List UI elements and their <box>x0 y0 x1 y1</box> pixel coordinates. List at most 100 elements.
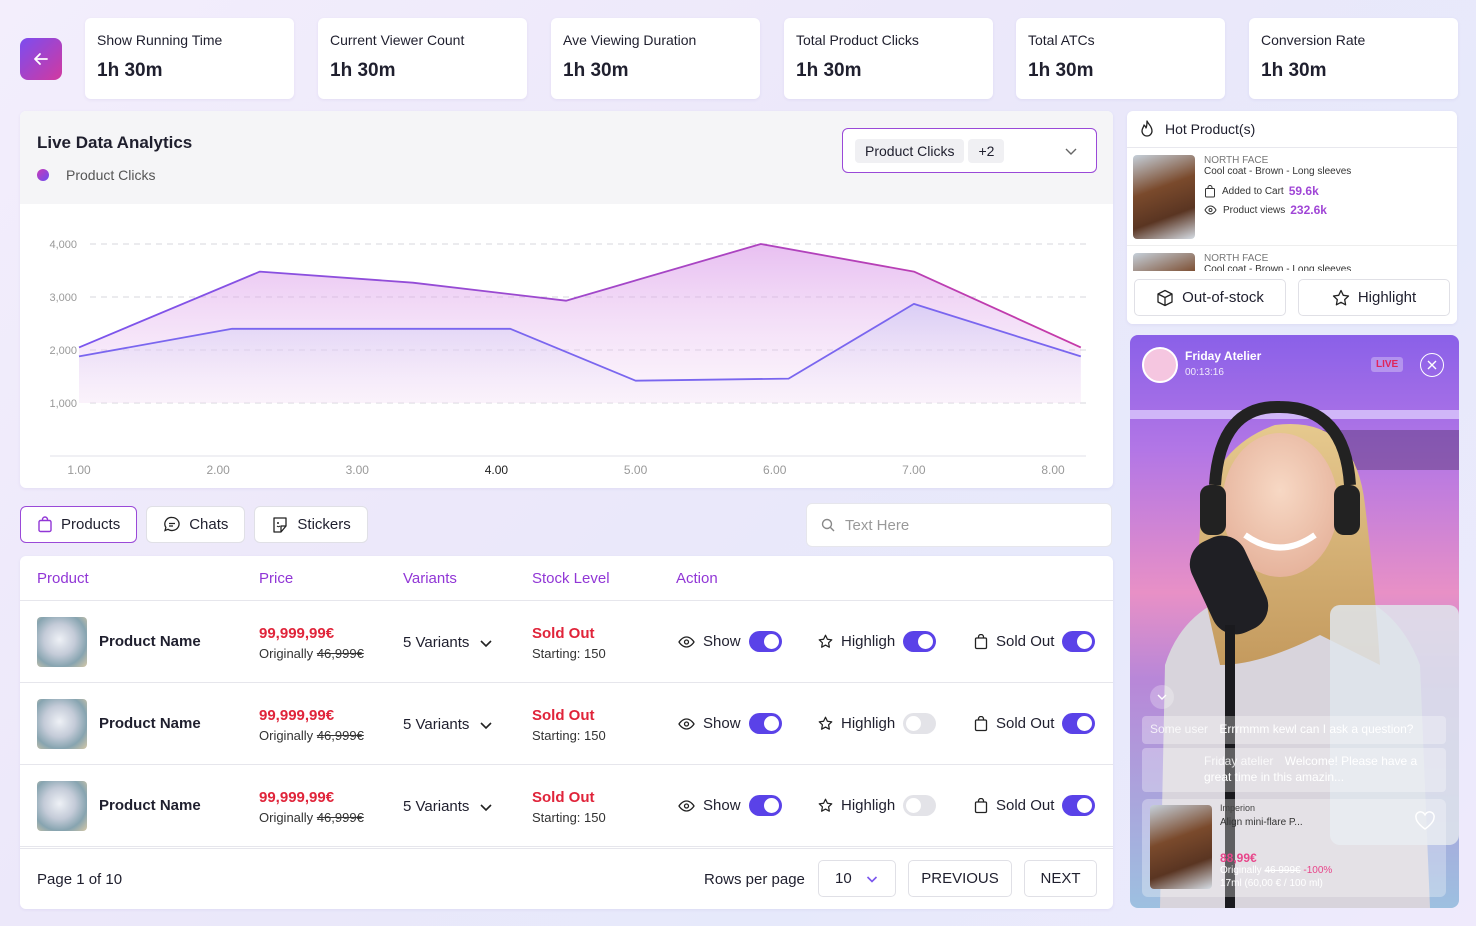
heart-icon[interactable] <box>1414 811 1436 831</box>
stat-card-total-product-clicks: Total Product Clicks 1h 30m <box>784 18 993 99</box>
product-views-label: Product views <box>1223 204 1286 216</box>
stat-label: Total ATCs <box>1028 32 1095 48</box>
highlight-toggle[interactable] <box>903 713 937 734</box>
content-tabs: Products Chats Stickers <box>20 506 368 543</box>
product-name: Product Name <box>99 715 201 732</box>
chevron-down-icon <box>866 875 877 883</box>
sold-out-action: Sold Out <box>974 631 1096 652</box>
tab-label: Chats <box>189 516 229 533</box>
variants-label: 5 Variants <box>403 634 470 651</box>
collapse-chat-button[interactable] <box>1150 685 1174 709</box>
tab-chats[interactable]: Chats <box>146 506 246 543</box>
chevron-down-icon <box>1157 694 1167 700</box>
bag-icon <box>974 715 988 731</box>
table-row: Product Name 99,999,99€ Originally 46,999€… <box>20 601 1113 683</box>
stat-card-total-atcs: Total ATCs 1h 30m <box>1016 18 1225 99</box>
original-price: Originally 46,999€ <box>259 810 364 825</box>
show-label: Show <box>703 797 741 814</box>
hot-products-header: Hot Product(s) <box>1127 111 1457 148</box>
analytics-title: Live Data Analytics <box>37 133 193 152</box>
chevron-down-icon <box>480 639 493 647</box>
product-name: Product Name <box>99 797 201 814</box>
tab-products[interactable]: Products <box>20 506 138 543</box>
show-toggle[interactable] <box>748 795 782 816</box>
table-header: Product Price Variants Stock Level Actio… <box>20 556 1113 601</box>
highlight-toggle[interactable] <box>903 795 937 816</box>
featured-product-card[interactable]: Imperion Align mini-flare P... 88,99€ Or… <box>1142 799 1446 897</box>
product-price: 99,999,99€ <box>259 707 335 724</box>
added-to-cart-value: 59.6k <box>1288 184 1319 198</box>
series-line <box>78 243 1082 349</box>
highlight-label: Highligh <box>841 633 896 650</box>
close-stream-button[interactable] <box>1420 353 1444 377</box>
highlight-toggle[interactable] <box>903 631 937 652</box>
sold-out-action: Sold Out <box>974 713 1096 734</box>
tab-stickers[interactable]: Stickers <box>254 506 368 543</box>
highlight-action: Highligh <box>818 795 937 816</box>
chat-user: Friday atelier <box>1204 754 1274 768</box>
next-button[interactable]: NEXT <box>1024 860 1097 897</box>
star-icon <box>818 716 833 730</box>
featured-product-name: Align mini-flare P... <box>1220 817 1303 828</box>
rows-per-page-select[interactable]: 10 <box>818 860 896 897</box>
stat-card-current-viewer-count: Current Viewer Count 1h 30m <box>318 18 527 99</box>
show-action: Show <box>678 795 782 816</box>
product-thumbnail <box>37 617 87 667</box>
hot-products-panel: Hot Product(s) NORTH FACE Cool coat - Br… <box>1127 111 1457 324</box>
highlight-button[interactable]: Highlight <box>1298 279 1450 316</box>
stat-value: 1h 30m <box>1028 60 1094 81</box>
featured-product-unit: 17ml (60,00 € / 100 ml) <box>1220 878 1323 889</box>
stat-label: Current Viewer Count <box>330 32 465 48</box>
variants-dropdown[interactable]: 5 Variants <box>403 634 493 651</box>
sold-out-toggle[interactable] <box>1062 631 1096 652</box>
search-input[interactable] <box>845 516 1111 534</box>
show-toggle[interactable] <box>748 713 782 734</box>
line-chart: 4,000 3,000 2,000 1,000 1.00 2.00 3.00 4.00 5.0… <box>49 239 1086 477</box>
stock-status: Sold Out <box>532 625 595 642</box>
metric-select[interactable]: Product Clicks +2 <box>842 128 1097 173</box>
chat-text: Welcome! Please have a great time in thi… <box>1204 754 1418 784</box>
original-price: 46 999€ <box>1264 865 1301 876</box>
highlight-label: Highligh <box>841 715 896 732</box>
bag-icon <box>974 633 988 649</box>
variants-dropdown[interactable]: 5 Variants <box>403 798 493 815</box>
stream-time: 00:13:16 <box>1185 367 1224 378</box>
variants-dropdown[interactable]: 5 Variants <box>403 716 493 733</box>
back-button[interactable] <box>20 38 62 80</box>
rows-per-page-label: Rows per page <box>704 871 805 888</box>
hot-actions: Out-of-stock Highlight <box>1127 271 1457 324</box>
show-toggle[interactable] <box>748 631 782 652</box>
hot-product-brand: NORTH FACE <box>1204 155 1269 166</box>
stat-card-ave-viewing-duration: Ave Viewing Duration 1h 30m <box>551 18 760 99</box>
featured-product-original: Originally 46 999€ -100% <box>1220 865 1332 876</box>
stat-value: 1h 30m <box>563 60 629 81</box>
col-stock-level: Stock Level <box>532 570 610 587</box>
highlight-action: Highligh <box>818 631 937 652</box>
analytics-header: Live Data Analytics Product Clicks Produ… <box>20 111 1113 204</box>
out-of-stock-button[interactable]: Out-of-stock <box>1134 279 1286 316</box>
sold-out-toggle[interactable] <box>1062 795 1096 816</box>
stat-value: 1h 30m <box>796 60 862 81</box>
hot-product-item[interactable]: NORTH FACE Cool coat - Brown - Long slee… <box>1127 148 1457 246</box>
metric-chip: Product Clicks <box>855 138 965 163</box>
eye-icon <box>678 635 695 648</box>
stock-status: Sold Out <box>532 789 595 806</box>
x-tick-label: 5.00 <box>624 463 648 477</box>
eye-icon <box>678 799 695 812</box>
table-row: Product Name 99,999,99€ Originally 46,999€… <box>20 765 1113 847</box>
previous-button[interactable]: PREVIOUS <box>908 860 1012 897</box>
y-tick-label: 4,000 <box>49 239 77 251</box>
x-tick-label: 7.00 <box>902 463 926 477</box>
hot-product-brand: NORTH FACE <box>1204 253 1269 264</box>
sold-out-toggle[interactable] <box>1062 713 1096 734</box>
stock-starting: Starting: 150 <box>532 728 606 743</box>
added-to-cart-label: Added to Cart <box>1222 185 1284 197</box>
flame-icon <box>1141 120 1153 137</box>
original-value: 46,999€ <box>316 810 364 825</box>
sticker-icon <box>273 516 288 533</box>
featured-product-brand: Imperion <box>1220 803 1256 813</box>
chevron-down-icon <box>480 803 493 811</box>
search-icon <box>821 518 835 532</box>
chat-message: Friday atelier Welcome! Please have a gr… <box>1142 748 1446 792</box>
box-icon <box>1157 289 1173 306</box>
